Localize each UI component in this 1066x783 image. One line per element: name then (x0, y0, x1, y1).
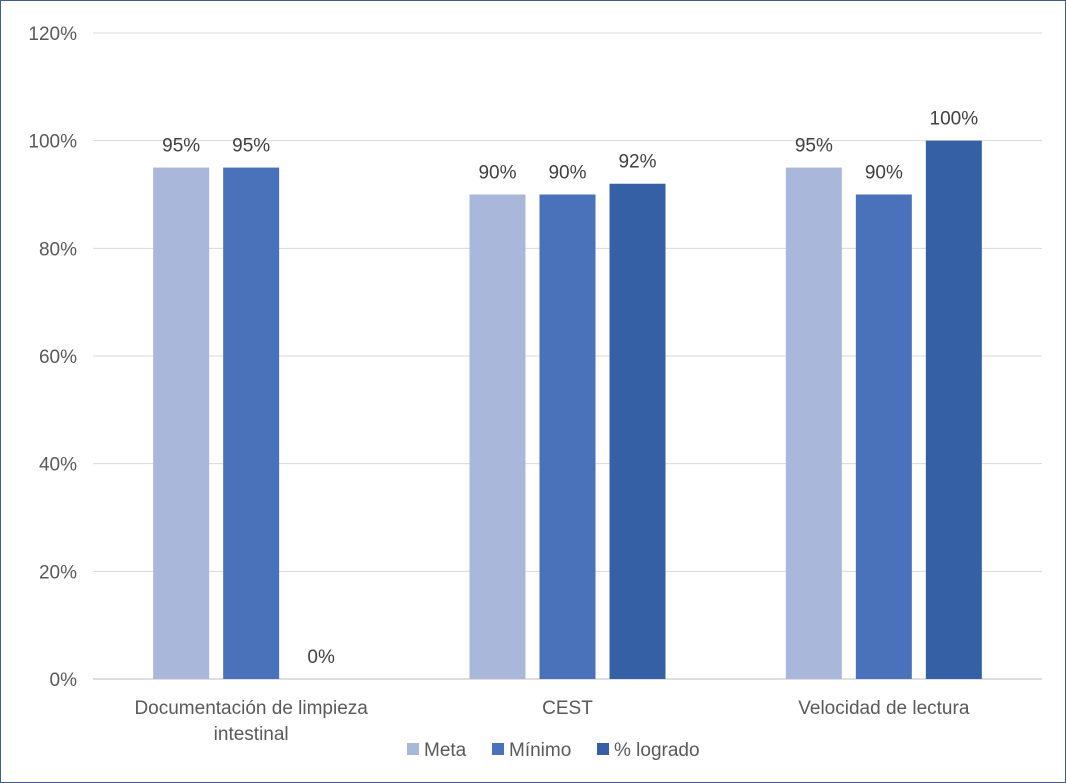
legend-label: Meta (424, 740, 467, 761)
bar (785, 167, 842, 680)
data-label: 95% (232, 136, 270, 157)
bar (609, 183, 666, 679)
data-label: 95% (795, 136, 833, 157)
data-label: 0% (307, 647, 335, 668)
y-tick-label: 120% (28, 24, 77, 45)
y-tick-label: 40% (39, 455, 77, 476)
bar (855, 194, 912, 679)
data-labels: 95% 95% 0% 90% 90% 92% 95% 90% 100% (162, 109, 978, 668)
legend-label: % logrado (614, 740, 700, 761)
data-label: 95% (162, 136, 200, 157)
category-label: CEST (542, 698, 593, 719)
y-tick-label: 100% (28, 132, 77, 153)
data-label: 92% (618, 152, 656, 173)
data-label: 90% (548, 163, 586, 184)
y-tick-label: 80% (39, 239, 77, 260)
bar (153, 167, 210, 680)
y-tick-label: 60% (39, 347, 77, 368)
bars (153, 140, 982, 680)
legend-swatch (407, 743, 419, 755)
data-label: 90% (865, 163, 903, 184)
data-label: 100% (930, 109, 979, 130)
y-tick-label: 0% (50, 670, 78, 691)
y-tick-label: 20% (39, 562, 77, 583)
category-label: Velocidad de lectura (798, 698, 970, 719)
bar (223, 167, 280, 680)
category-label: intestinal (214, 724, 289, 745)
legend-swatch (492, 743, 504, 755)
bar (925, 140, 982, 679)
legend-label: Mínimo (509, 740, 571, 761)
y-axis-tick-labels: 0% 20% 40% 60% 80% 100% 120% (28, 24, 77, 691)
legend-swatch (597, 743, 609, 755)
x-axis-category-labels: Documentación de limpieza intestinal CEST V… (134, 698, 969, 745)
bar (469, 194, 526, 679)
category-label: Documentación de limpieza (134, 698, 368, 719)
bar (539, 194, 596, 679)
legend: Meta Mínimo % logrado (407, 740, 700, 761)
data-label: 90% (478, 163, 516, 184)
